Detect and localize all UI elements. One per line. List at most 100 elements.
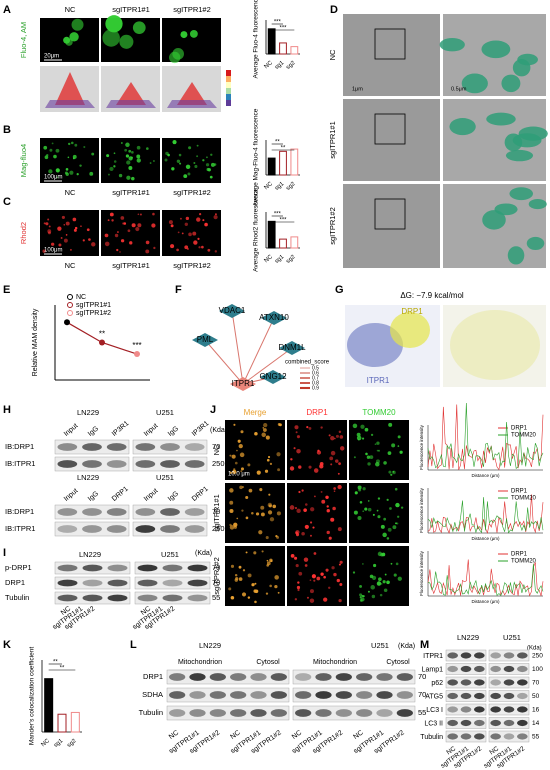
cell-label: U251 [371,641,389,650]
signal [145,240,150,245]
edge [204,339,244,385]
significance: *** [274,20,282,26]
signal [237,439,241,443]
unit: (Kda) [398,643,415,650]
signal [229,500,234,505]
signal [357,516,362,521]
signal [272,504,277,509]
band [474,665,485,673]
panel-letter: A [3,4,11,16]
signal [333,490,336,493]
cell-label: LN229 [457,633,479,642]
bar [279,42,287,55]
signal [120,239,125,243]
y-axis-label: Average Rhod2 fluorescence [253,188,260,272]
signal [74,143,78,147]
mitochondrion [505,149,534,162]
signal [188,146,192,150]
signal [261,550,264,553]
signal [330,450,336,456]
signal [304,564,308,567]
signal [362,437,365,440]
size-label: 55 [532,734,540,741]
x-axis-label: Distance (μm) [471,536,500,541]
bar [290,148,299,176]
signal [339,560,343,564]
signal [71,18,84,31]
significance: *** [132,341,141,350]
x-axis-label: Distance (μm) [471,473,500,478]
signal [359,501,363,504]
signal [196,155,199,158]
signal [240,430,244,434]
node [192,333,218,347]
signal [391,443,396,448]
cell-label: LN229 [79,550,101,559]
band [57,579,78,587]
cell-label: U251 [503,633,521,642]
band [490,652,501,659]
mitochondrion [439,38,465,52]
signal [313,552,317,555]
row-label: DRP1 [143,672,163,681]
x-tick-label: sg2 [285,60,297,71]
signal [184,222,188,226]
signal [325,568,329,572]
panel-letter: K [3,639,11,651]
node-label: GNG12 [259,372,287,381]
signal [325,495,329,500]
signal [185,164,191,170]
signal [294,425,299,430]
signal [353,510,358,515]
signal [266,458,270,462]
signal [276,511,281,516]
panel-letter: J [210,404,216,416]
signal [294,598,298,601]
band [396,709,413,717]
signal [164,158,168,162]
signal [308,465,312,469]
signal [383,461,387,465]
row-label: NC [212,444,221,455]
band [517,706,528,713]
signal [326,505,329,508]
signal [397,515,400,518]
signal [207,168,211,172]
signal [74,226,78,230]
micrograph [349,483,409,543]
signal [42,249,46,253]
signal [359,599,363,602]
signal [106,154,110,158]
signal [238,444,243,449]
x-tick-label: sg1 [274,60,286,71]
scale-bar: 10.0 μm [228,472,250,478]
mitochondrion [449,118,476,136]
signal [65,172,69,176]
signal [313,579,316,582]
signal [236,449,238,452]
band [160,460,180,468]
signal [265,592,269,595]
signal [247,596,251,599]
signal [120,142,123,144]
signal [376,441,380,445]
legend-label: TOMM20 [511,496,537,502]
signal [263,422,268,428]
signal [188,232,192,237]
blot [488,730,530,743]
signal [104,241,110,247]
band [460,652,472,659]
band [189,673,206,681]
signal [170,244,175,249]
legend-label: sgITPR1#2 [76,310,111,317]
size-label: 70 [212,507,220,516]
row-label: DRP1 [5,578,25,587]
signal [201,245,204,249]
mitochondrion [509,187,534,201]
band [295,709,312,717]
signal [61,215,65,220]
row-label: sgITPR1#1 [212,494,221,532]
band [230,691,247,699]
signal [388,470,392,474]
